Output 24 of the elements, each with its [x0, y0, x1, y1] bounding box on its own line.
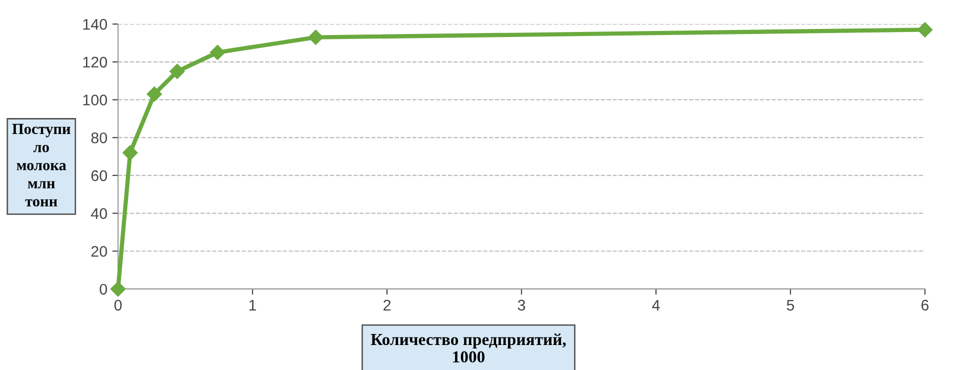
y-tick-label: 140 — [83, 18, 108, 30]
x-tick-label: 6 — [921, 300, 929, 311]
point — [170, 64, 185, 79]
x-tick-label: 4 — [652, 300, 660, 310]
y-tick-label: 20 — [91, 246, 108, 257]
x-tick-label: 1 — [249, 300, 256, 310]
point — [110, 281, 126, 297]
x-tick-label: 5 — [786, 300, 794, 311]
x-tick-label: 2 — [384, 300, 390, 310]
y-tick-label: 40 — [90, 208, 108, 219]
x-axis-title: Количество предприятий, 1000 — [370, 333, 566, 363]
y-tick-label: 80 — [91, 132, 108, 144]
y-tick-label: 60 — [91, 170, 108, 182]
y-tick-label: 100 — [83, 94, 108, 106]
y-tick-label: 0 — [100, 284, 108, 295]
point — [210, 44, 226, 60]
x-tick-label: 3 — [518, 300, 526, 311]
y-axis-title: Поступи ло молока млн тонн — [12, 124, 70, 207]
point — [917, 22, 933, 38]
y-tick-label: 120 — [83, 56, 108, 68]
point — [122, 145, 138, 160]
x-tick-label: 0 — [114, 300, 122, 311]
point — [308, 30, 324, 45]
point — [146, 86, 162, 102]
